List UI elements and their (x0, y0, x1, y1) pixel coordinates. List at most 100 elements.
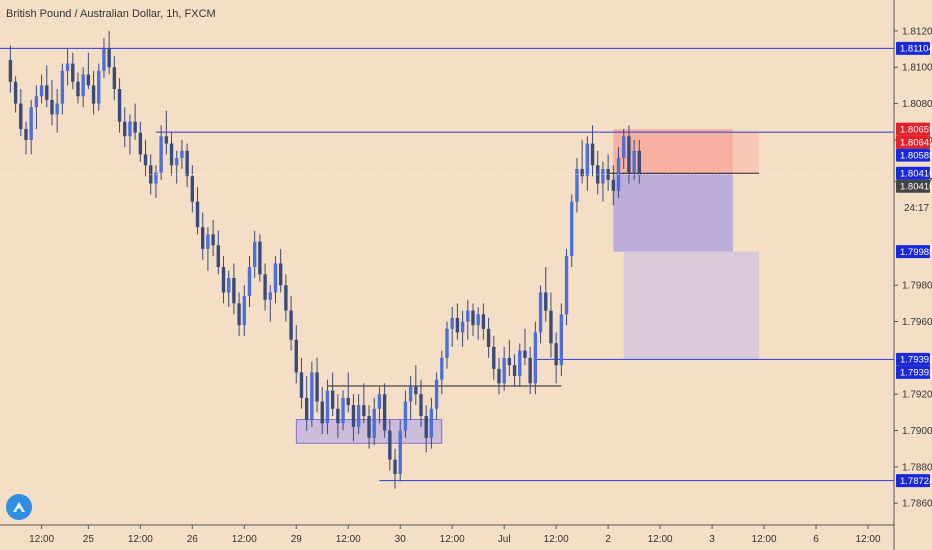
candle-body (221, 267, 226, 293)
price-tag-3: 1.80585 (896, 148, 932, 162)
candle-body (133, 121, 137, 133)
candle-body (175, 158, 179, 166)
candle-body (606, 168, 610, 180)
chart-title: British Pound / Australian Dollar, 1h, F… (6, 8, 216, 20)
price-tag-4: 1.80416 (896, 166, 932, 180)
price-tag-label: 1.80585 (900, 150, 932, 161)
candle-body (476, 314, 480, 326)
candle-body (528, 357, 532, 384)
x-tick-label: 12:00 (544, 534, 569, 545)
candle-body (315, 372, 319, 402)
price-tag-6: 1.79985 (896, 245, 932, 259)
candle-body (159, 136, 163, 173)
candle-body (523, 350, 527, 358)
candle-body (434, 379, 439, 409)
tradingview-logo-icon[interactable] (6, 494, 32, 520)
candle-body (237, 303, 241, 326)
x-tick-label: 26 (187, 534, 199, 545)
price-tag-box (896, 365, 930, 379)
candle-body (164, 136, 169, 144)
candle-body (273, 263, 278, 293)
candle-body (185, 150, 189, 177)
zone-1 (613, 173, 733, 252)
candle-body (65, 63, 70, 71)
candle-body (419, 394, 423, 417)
y-tick-label: 1.78800 (902, 462, 932, 473)
candle-body (601, 168, 605, 184)
candle-body (622, 136, 626, 159)
price-tag-label: 1.81104 (900, 44, 932, 55)
price-tag-9: 1.78724 (896, 474, 932, 488)
candle-body (356, 405, 361, 427)
zone-3 (623, 251, 759, 360)
candle-body (294, 339, 298, 373)
price-tag-label: 1.79985 (900, 247, 932, 258)
candle-body (206, 234, 210, 249)
candle-body (564, 256, 569, 315)
candle-body (190, 176, 195, 202)
price-tag-box (896, 352, 930, 366)
candle-body (263, 274, 267, 300)
x-tick-label: 12:00 (440, 534, 465, 545)
candle-body (258, 241, 262, 275)
candle-body (580, 168, 584, 177)
candle-body (492, 346, 496, 369)
x-tick-label: 3 (709, 534, 715, 545)
candle-body (471, 310, 475, 326)
candle-body (533, 332, 538, 384)
x-tick-label: 30 (395, 534, 407, 545)
candle-body (143, 154, 148, 166)
candle-body (544, 292, 548, 311)
candle-body (393, 459, 397, 475)
candle-body (169, 143, 174, 166)
candle-body (450, 317, 454, 329)
candle-body (341, 397, 345, 424)
candle-body (554, 343, 558, 366)
candle-body (549, 310, 553, 344)
candle-body (138, 132, 143, 155)
candle-body (429, 408, 434, 438)
candle-body (466, 310, 470, 322)
candle-body (310, 372, 314, 420)
candle-body (455, 317, 460, 333)
candle-body (611, 179, 616, 191)
candle-body (50, 99, 54, 115)
candle-body (336, 408, 340, 424)
y-tick-label: 1.79000 (902, 426, 932, 437)
y-tick-label: 1.79600 (902, 317, 932, 328)
candle-body (29, 107, 33, 140)
candle-body (330, 390, 335, 409)
y-tick-label: 1.80800 (902, 99, 932, 110)
candle-body (71, 63, 75, 82)
candle-body (559, 314, 564, 366)
price-tag-box (896, 166, 930, 180)
candle-body (299, 372, 304, 398)
x-tick-label: 12:00 (232, 534, 257, 545)
candle-body (377, 394, 382, 409)
candle-body (507, 357, 512, 366)
price-tag-5: 1.80416 (896, 179, 932, 193)
candle-body (304, 397, 309, 420)
price-tag-8: 1.79392 (896, 365, 932, 379)
candle-body (107, 49, 111, 68)
candle-body (372, 408, 376, 438)
candle-body (227, 277, 231, 293)
x-tick-label: 12:00 (855, 534, 880, 545)
price-axis-bg (894, 0, 932, 550)
candle-body (424, 416, 428, 438)
candle-body (570, 201, 574, 257)
price-tag-box (896, 179, 930, 193)
price-tag-label: 1.80659 (900, 124, 932, 135)
price-tag-2: 1.80643 (896, 135, 932, 149)
candle-body (512, 365, 517, 377)
candle-body (247, 267, 252, 297)
candle-body (19, 103, 23, 129)
candle-body (216, 245, 220, 268)
candle-body (128, 121, 132, 137)
candle-body (398, 430, 402, 475)
candle-body (575, 168, 579, 202)
candle-body (538, 292, 543, 333)
candle-body (497, 368, 501, 384)
